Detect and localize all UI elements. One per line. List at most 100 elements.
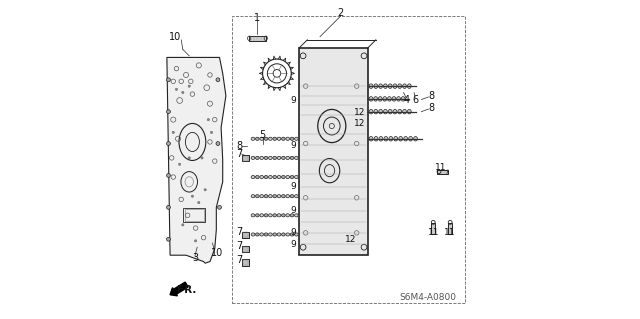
Ellipse shape: [282, 156, 285, 160]
Bar: [431, 223, 435, 234]
Ellipse shape: [172, 131, 174, 134]
Ellipse shape: [290, 233, 294, 236]
Text: 12: 12: [354, 119, 365, 128]
Text: 9: 9: [291, 228, 296, 237]
Ellipse shape: [387, 97, 391, 101]
Bar: [184, 208, 205, 222]
Ellipse shape: [294, 233, 298, 236]
Ellipse shape: [166, 142, 170, 145]
Ellipse shape: [273, 195, 276, 198]
Ellipse shape: [166, 205, 170, 209]
Ellipse shape: [379, 84, 383, 88]
Text: 8: 8: [237, 141, 243, 151]
Text: FR.: FR.: [177, 285, 196, 295]
Ellipse shape: [166, 237, 170, 241]
Ellipse shape: [260, 175, 264, 179]
Ellipse shape: [255, 214, 259, 217]
Ellipse shape: [264, 175, 268, 179]
Ellipse shape: [216, 142, 220, 145]
Ellipse shape: [403, 109, 406, 114]
Ellipse shape: [393, 84, 397, 88]
Ellipse shape: [251, 137, 255, 140]
Bar: [249, 36, 266, 41]
Polygon shape: [167, 57, 226, 263]
Ellipse shape: [286, 233, 289, 236]
Text: 9: 9: [291, 182, 296, 191]
Ellipse shape: [273, 233, 276, 236]
Ellipse shape: [273, 156, 276, 160]
Text: 9: 9: [291, 240, 296, 249]
Ellipse shape: [182, 92, 184, 94]
Ellipse shape: [374, 137, 378, 141]
Ellipse shape: [273, 175, 276, 179]
Bar: [185, 209, 204, 221]
Text: 9: 9: [291, 96, 296, 105]
Ellipse shape: [198, 202, 200, 204]
Ellipse shape: [201, 157, 203, 159]
Ellipse shape: [379, 109, 383, 114]
Ellipse shape: [286, 214, 289, 217]
Text: 6: 6: [413, 94, 419, 105]
Ellipse shape: [282, 175, 285, 179]
Text: S6M4-A0800: S6M4-A0800: [399, 293, 456, 302]
Ellipse shape: [286, 137, 289, 140]
Ellipse shape: [383, 109, 387, 114]
Text: 3: 3: [192, 253, 198, 263]
Ellipse shape: [182, 224, 184, 226]
Ellipse shape: [166, 174, 170, 177]
Bar: [448, 223, 452, 234]
Ellipse shape: [290, 214, 294, 217]
Ellipse shape: [409, 137, 413, 141]
Ellipse shape: [290, 195, 294, 198]
Ellipse shape: [264, 137, 268, 140]
Ellipse shape: [401, 97, 405, 101]
Ellipse shape: [374, 84, 378, 88]
Text: 9: 9: [291, 141, 296, 150]
Ellipse shape: [290, 156, 294, 160]
Ellipse shape: [282, 233, 285, 236]
Ellipse shape: [394, 137, 397, 141]
Ellipse shape: [413, 137, 417, 141]
Bar: [242, 232, 248, 238]
Text: 12: 12: [354, 108, 365, 117]
Text: 5: 5: [259, 130, 266, 140]
Text: 4: 4: [404, 94, 410, 105]
Ellipse shape: [264, 214, 268, 217]
Bar: [242, 246, 248, 252]
Ellipse shape: [175, 88, 177, 91]
FancyArrow shape: [170, 282, 188, 296]
Ellipse shape: [369, 84, 373, 88]
Ellipse shape: [374, 109, 378, 114]
Ellipse shape: [286, 175, 289, 179]
Ellipse shape: [388, 84, 392, 88]
Ellipse shape: [277, 214, 281, 217]
Ellipse shape: [269, 156, 272, 160]
Ellipse shape: [383, 97, 387, 101]
Ellipse shape: [260, 137, 264, 140]
Bar: [243, 156, 248, 161]
Ellipse shape: [269, 233, 272, 236]
Text: 10: 10: [170, 32, 182, 42]
Ellipse shape: [218, 205, 221, 209]
Ellipse shape: [269, 137, 272, 140]
Ellipse shape: [294, 195, 298, 198]
Ellipse shape: [369, 109, 373, 114]
Ellipse shape: [294, 156, 298, 160]
Ellipse shape: [277, 233, 281, 236]
Ellipse shape: [290, 137, 294, 140]
Ellipse shape: [269, 175, 272, 179]
Ellipse shape: [255, 156, 259, 160]
Ellipse shape: [408, 109, 412, 114]
Ellipse shape: [255, 233, 259, 236]
Ellipse shape: [255, 175, 259, 179]
Ellipse shape: [166, 110, 170, 114]
Text: 8: 8: [428, 91, 434, 101]
Ellipse shape: [255, 137, 259, 140]
Ellipse shape: [408, 84, 412, 88]
Ellipse shape: [260, 233, 264, 236]
Ellipse shape: [374, 97, 378, 101]
Ellipse shape: [264, 195, 268, 198]
Ellipse shape: [264, 156, 268, 160]
Ellipse shape: [260, 195, 264, 198]
Ellipse shape: [286, 195, 289, 198]
